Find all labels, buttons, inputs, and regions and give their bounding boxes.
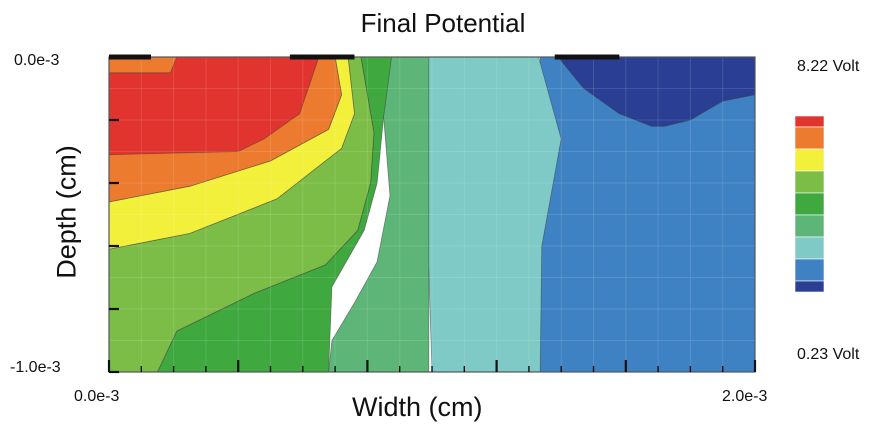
colorbar-swatch-8 xyxy=(794,280,825,293)
axis-ticks xyxy=(107,55,757,374)
colorbar-swatch-4 xyxy=(794,192,825,216)
y-tick-label-top: 0.0e-3 xyxy=(14,52,60,69)
x-tick-label-right: 2.0e-3 xyxy=(722,388,768,405)
colorbar-swatch-1 xyxy=(794,126,825,150)
colorbar-swatch-3 xyxy=(794,170,825,194)
colorbar-min-label: 0.23 Volt xyxy=(797,346,860,363)
contour-regions xyxy=(108,56,756,373)
x-tick-label-left: 0.0e-3 xyxy=(74,388,120,405)
contour-region-7 xyxy=(108,56,320,156)
y-tick-label-bottom: -1.0e-3 xyxy=(10,359,61,376)
chart-title: Final Potential xyxy=(360,8,526,38)
colorbar-swatch-2 xyxy=(794,148,825,172)
colorbar-swatch-7 xyxy=(794,258,825,282)
x-axis-label: Width (cm) xyxy=(352,392,483,422)
colorbar-swatch-5 xyxy=(794,214,825,238)
colorbar-swatch-6 xyxy=(794,236,825,260)
y-axis-label: Depth (cm) xyxy=(51,145,82,279)
colorbar xyxy=(794,115,825,293)
colorbar-swatch-0 xyxy=(794,115,825,128)
plot-grid xyxy=(109,57,755,372)
colorbar-max-label: 8.22 Volt xyxy=(797,58,860,75)
